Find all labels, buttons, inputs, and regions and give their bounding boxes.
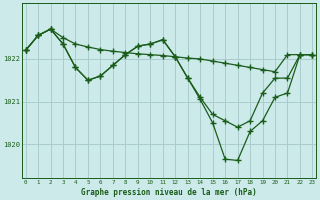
X-axis label: Graphe pression niveau de la mer (hPa): Graphe pression niveau de la mer (hPa) bbox=[81, 188, 257, 197]
